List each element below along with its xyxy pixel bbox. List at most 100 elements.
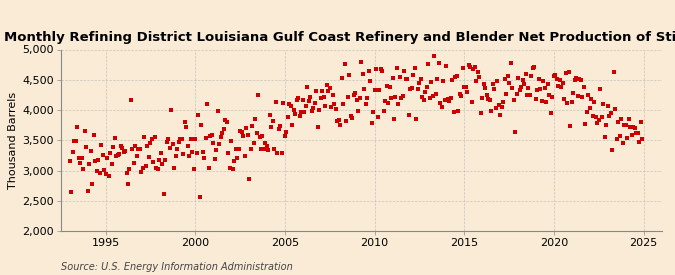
Point: [123, 182, 134, 186]
Point: [333, 118, 344, 123]
Point: [418, 98, 429, 102]
Point: [405, 87, 416, 91]
Point: [239, 154, 250, 159]
Point: [314, 108, 325, 113]
Point: [577, 95, 588, 100]
Point: [507, 86, 518, 90]
Point: [453, 109, 464, 113]
Point: [100, 172, 111, 176]
Point: [433, 61, 444, 65]
Point: [427, 94, 438, 98]
Point: [469, 64, 480, 69]
Point: [435, 100, 446, 105]
Point: [124, 166, 135, 171]
Point: [389, 117, 400, 122]
Point: [378, 109, 389, 113]
Point: [402, 77, 413, 81]
Point: [556, 84, 567, 89]
Point: [531, 97, 541, 101]
Point: [181, 125, 192, 129]
Point: [217, 131, 227, 135]
Point: [157, 162, 168, 166]
Point: [481, 93, 492, 98]
Point: [586, 97, 597, 101]
Point: [442, 97, 453, 101]
Point: [458, 65, 468, 70]
Point: [465, 65, 476, 69]
Point: [356, 60, 367, 64]
Point: [111, 154, 122, 159]
Point: [617, 141, 628, 145]
Point: [187, 150, 198, 155]
Point: [539, 86, 550, 90]
Point: [299, 110, 310, 114]
Point: [70, 139, 81, 143]
Point: [84, 162, 95, 166]
Point: [429, 53, 439, 58]
Point: [591, 115, 601, 120]
Point: [619, 123, 630, 127]
Point: [117, 146, 128, 150]
Point: [220, 118, 231, 123]
Point: [290, 112, 301, 116]
Point: [412, 87, 423, 92]
Point: [128, 161, 139, 165]
Point: [144, 155, 155, 160]
Point: [81, 145, 92, 149]
Point: [319, 95, 329, 99]
Point: [511, 91, 522, 96]
Point: [309, 101, 320, 105]
Point: [194, 195, 205, 199]
Point: [161, 140, 172, 145]
Point: [512, 76, 523, 80]
Point: [199, 156, 210, 161]
Point: [559, 97, 570, 102]
Point: [97, 153, 108, 157]
Point: [599, 135, 610, 140]
Point: [377, 69, 387, 74]
Point: [170, 153, 181, 158]
Point: [133, 147, 144, 151]
Point: [571, 76, 582, 80]
Point: [76, 156, 87, 160]
Point: [267, 119, 278, 123]
Point: [145, 140, 156, 145]
Point: [448, 109, 459, 114]
Point: [273, 126, 284, 131]
Point: [372, 115, 383, 119]
Point: [196, 123, 207, 128]
Point: [541, 100, 552, 104]
Point: [550, 73, 561, 77]
Point: [514, 88, 525, 93]
Point: [595, 87, 605, 91]
Point: [176, 137, 187, 141]
Point: [381, 84, 392, 88]
Point: [271, 100, 281, 104]
Point: [190, 137, 200, 141]
Point: [549, 74, 560, 79]
Point: [374, 88, 385, 92]
Point: [178, 152, 189, 156]
Point: [384, 85, 395, 89]
Point: [208, 141, 219, 145]
Point: [229, 159, 240, 163]
Point: [587, 114, 598, 118]
Point: [113, 152, 124, 156]
Point: [188, 167, 199, 172]
Point: [420, 90, 431, 95]
Point: [134, 146, 145, 151]
Point: [340, 61, 350, 66]
Point: [629, 126, 640, 130]
Point: [225, 139, 236, 143]
Point: [392, 66, 402, 70]
Point: [169, 166, 180, 170]
Point: [214, 142, 225, 147]
Point: [426, 80, 437, 84]
Point: [127, 147, 138, 151]
Point: [589, 100, 599, 104]
Point: [479, 82, 489, 86]
Point: [223, 151, 234, 156]
Point: [363, 68, 374, 73]
Point: [375, 67, 386, 71]
Point: [626, 133, 637, 137]
